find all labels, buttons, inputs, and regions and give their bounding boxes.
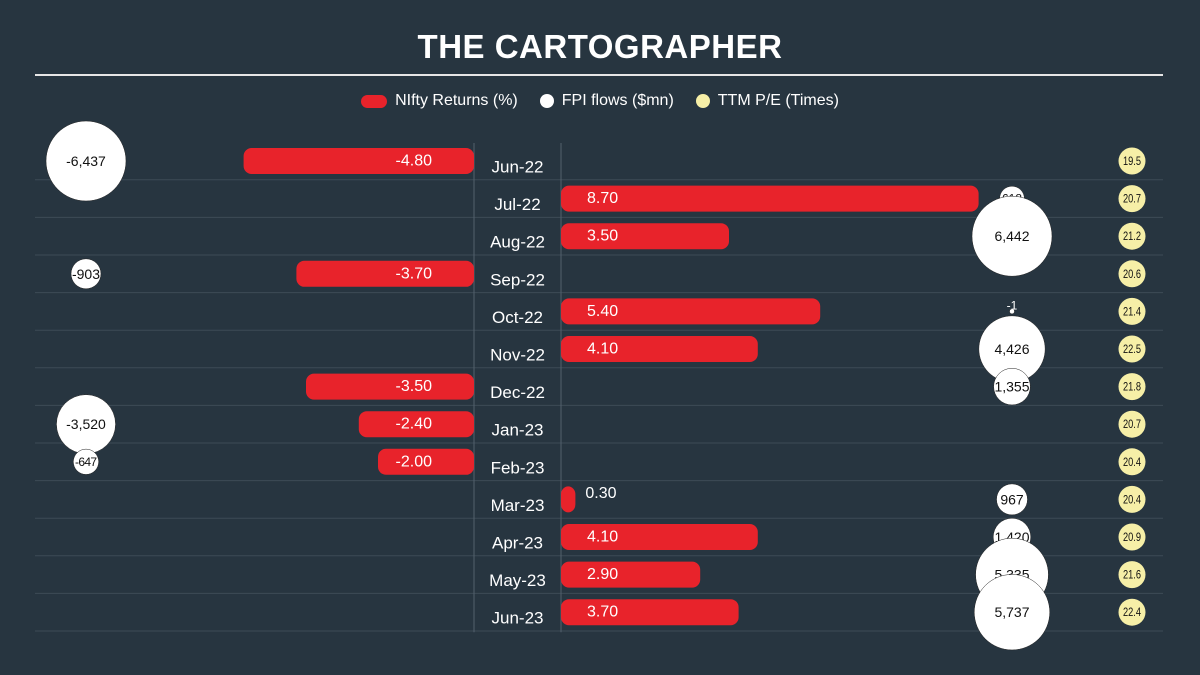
fpi-label: -1 — [1007, 298, 1018, 312]
nifty-bar — [561, 223, 729, 250]
pe-label: 20.4 — [1123, 492, 1141, 506]
nifty-bar-label: 5.40 — [587, 303, 618, 320]
nifty-bar — [561, 599, 739, 626]
nifty-bar — [561, 185, 979, 212]
legend-swatch-nifty — [361, 94, 388, 108]
legend-swatch-fpi — [539, 94, 554, 108]
pe-label: 21.6 — [1123, 568, 1141, 582]
pe-dot — [1118, 561, 1146, 589]
pe-dot — [1118, 485, 1146, 513]
pe-label: 21.2 — [1123, 229, 1141, 243]
legend-swatch-pe — [695, 94, 710, 108]
nifty-bar-label: -2.40 — [396, 416, 433, 433]
nifty-bar — [561, 336, 758, 362]
nifty-bar-label: 4.10 — [587, 529, 618, 546]
fpi-bubble — [993, 368, 1031, 406]
pe-dot — [1118, 147, 1146, 175]
legend-item-fpi: FPI flows ($mn) — [539, 92, 674, 110]
category-label: Feb-23 — [491, 458, 545, 477]
fpi-label: -647 — [75, 455, 97, 469]
fpi-bubble — [70, 258, 102, 290]
fpi-label: 967 — [1000, 491, 1024, 507]
nifty-bar-label: -3.70 — [396, 265, 433, 282]
pe-dot — [1118, 523, 1146, 551]
fpi-label: 6,442 — [994, 228, 1029, 244]
pe-label: 20.9 — [1123, 530, 1141, 544]
legend-item-nifty: NIfty Returns (%) — [361, 92, 518, 110]
fpi-label: -903 — [72, 266, 100, 282]
pe-label: 20.4 — [1123, 455, 1141, 469]
nifty-bar — [243, 148, 474, 174]
pe-label: 21.4 — [1123, 304, 1141, 318]
nifty-bar-label: 0.30 — [585, 485, 616, 502]
fpi-label: -3,520 — [66, 416, 106, 432]
pe-label: 22.5 — [1123, 342, 1141, 356]
pe-label: 22.4 — [1123, 605, 1141, 619]
legend-label-pe: TTM P/E (Times) — [717, 92, 839, 109]
title-divider — [35, 74, 1163, 76]
pe-dot — [1118, 185, 1146, 213]
pe-dot — [1118, 260, 1146, 288]
pe-label: 21.8 — [1123, 380, 1141, 394]
category-label: Jul-22 — [494, 195, 540, 214]
nifty-bar — [306, 373, 474, 400]
pe-dot — [1118, 448, 1146, 476]
nifty-bar-label: 3.70 — [587, 604, 618, 621]
category-label: Sep-22 — [490, 270, 545, 289]
category-label: Jan-23 — [492, 421, 544, 440]
pe-dot — [1118, 222, 1146, 250]
nifty-bar — [561, 524, 758, 550]
category-label: Apr-23 — [492, 534, 543, 553]
fpi-label: 4,426 — [994, 341, 1029, 357]
fpi-bubble — [73, 448, 99, 475]
category-label: Mar-23 — [491, 496, 545, 515]
category-label: Jun-22 — [492, 158, 544, 177]
pe-dot — [1118, 598, 1146, 626]
nifty-bar — [561, 486, 576, 513]
nifty-bar-label: -2.00 — [396, 453, 433, 470]
category-label: Oct-22 — [492, 308, 543, 327]
nifty-bar — [358, 411, 474, 438]
fpi-label: -6,437 — [66, 153, 106, 169]
nifty-bar — [561, 298, 821, 325]
legend-item-pe: TTM P/E (Times) — [695, 92, 839, 110]
legend: NIfty Returns (%) FPI flows ($mn) TTM P/… — [0, 92, 1200, 110]
pe-dot — [1118, 297, 1146, 325]
pe-label: 19.5 — [1123, 154, 1141, 168]
nifty-bar — [296, 260, 474, 287]
category-label: Nov-22 — [490, 346, 545, 365]
chart-title: THE CARTOGRAPHER — [417, 28, 783, 65]
fpi-bubble — [974, 574, 1050, 651]
nifty-bar — [561, 561, 701, 588]
fpi-bubble — [1009, 308, 1015, 315]
legend-label-nifty: NIfty Returns (%) — [395, 92, 518, 109]
category-label: Aug-22 — [490, 233, 545, 252]
fpi-bubble — [45, 120, 127, 202]
nifty-bar-label: -3.50 — [396, 378, 433, 395]
pe-dot — [1118, 410, 1146, 438]
category-label: May-23 — [489, 571, 546, 590]
fpi-bubble — [996, 483, 1028, 516]
category-label: Dec-22 — [490, 383, 545, 402]
pe-label: 20.6 — [1123, 267, 1141, 281]
nifty-bar-label: 2.90 — [587, 566, 618, 583]
nifty-bar-label: 8.70 — [587, 190, 618, 207]
pe-dot — [1118, 373, 1146, 401]
nifty-bar — [378, 448, 474, 475]
nifty-bar-label: 3.50 — [587, 228, 618, 245]
category-label: Jun-23 — [492, 609, 544, 628]
nifty-bar-label: -4.80 — [396, 153, 433, 170]
fpi-label: 1,355 — [994, 379, 1029, 395]
fpi-bubble — [971, 195, 1053, 277]
legend-label-fpi: FPI flows ($mn) — [561, 92, 674, 109]
nifty-bar-label: 4.10 — [587, 341, 618, 358]
pe-dot — [1118, 335, 1146, 363]
pe-label: 20.7 — [1123, 417, 1141, 431]
pe-label: 20.7 — [1123, 192, 1141, 206]
fpi-label: 5,737 — [994, 604, 1029, 620]
